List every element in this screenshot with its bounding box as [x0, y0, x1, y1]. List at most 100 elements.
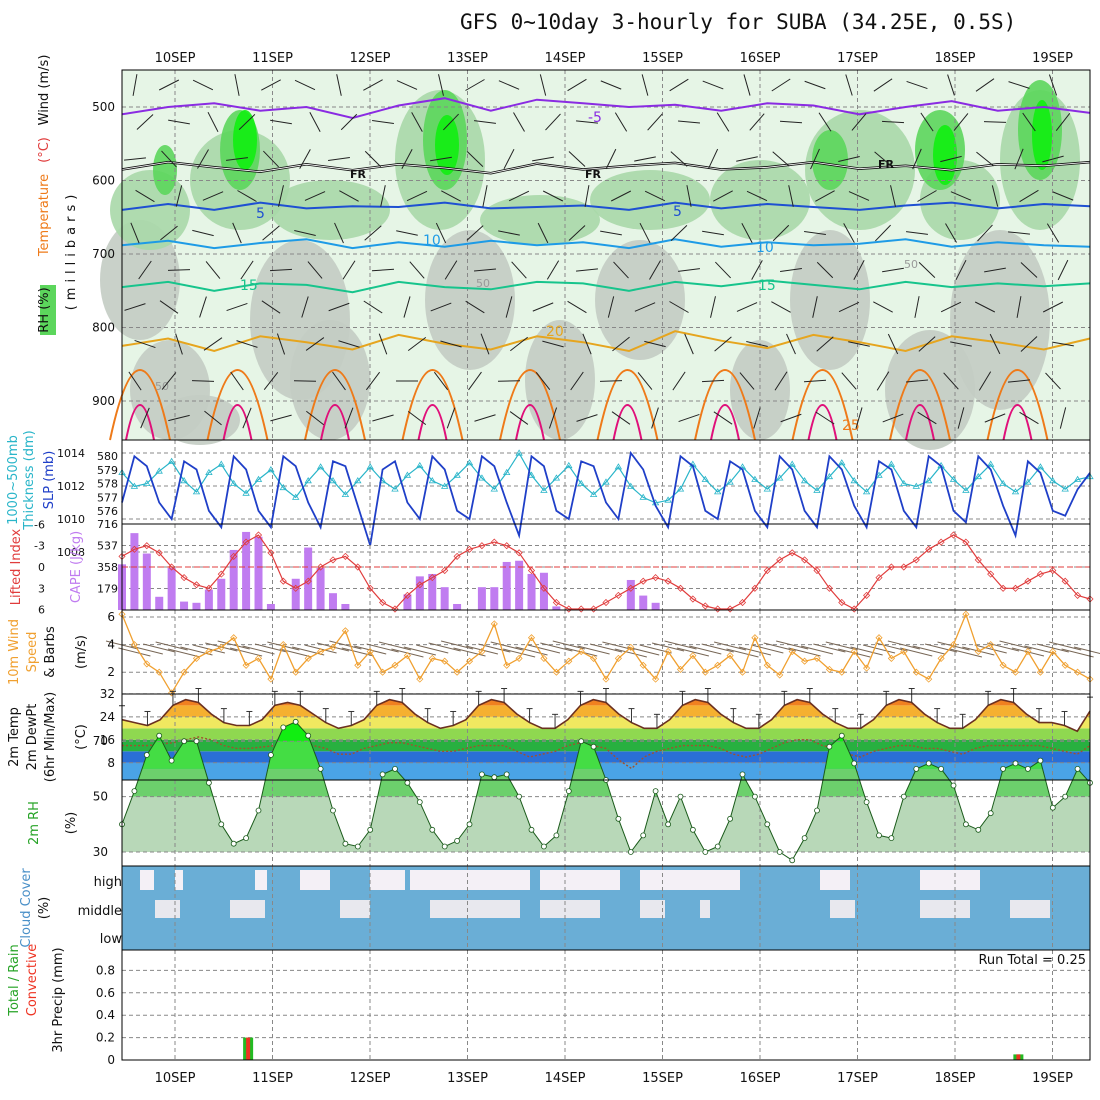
li-marker	[900, 563, 908, 571]
thickness-marker	[614, 463, 623, 470]
contour-label-minus5: -5	[588, 110, 602, 126]
wind-speed-marker	[366, 647, 374, 656]
li-marker	[168, 563, 176, 571]
li-marker	[292, 584, 300, 592]
wind-barb	[702, 80, 724, 90]
top-date-label: 15SEP	[642, 51, 683, 66]
top-date-label: 18SEP	[935, 51, 976, 66]
temperature-contour-30	[1002, 404, 1033, 441]
contour-label-5: 5	[673, 204, 682, 220]
wind-barb	[651, 407, 659, 429]
li-marker	[1074, 591, 1082, 599]
temperature-contour-25	[206, 369, 269, 441]
wind-barb	[647, 113, 663, 131]
rh-marker	[466, 821, 473, 828]
wind-barb	[366, 643, 399, 653]
li-marker	[217, 570, 225, 578]
wind-label: & Barbs	[43, 626, 58, 678]
temperature-contour-30	[710, 404, 740, 441]
cape-bar	[639, 595, 648, 610]
rh-marker	[454, 838, 461, 844]
wind-barb	[582, 333, 592, 355]
temperature-contour-25	[304, 369, 366, 441]
rh-marker	[950, 782, 957, 789]
thickness-marker	[751, 475, 759, 482]
top-date-label: 14SEP	[545, 51, 586, 66]
thickness-marker	[428, 477, 437, 484]
wind-barb	[478, 643, 511, 653]
slp-tick: 1010	[57, 513, 85, 526]
thickness-marker	[701, 475, 710, 482]
wind-barb	[364, 150, 382, 168]
wind-barb	[168, 119, 190, 125]
wind-speed-marker	[825, 665, 833, 673]
cloud-clear-mid	[920, 900, 970, 918]
cloud-label: Cloud Cover	[19, 868, 34, 948]
temp-tick: 16	[100, 733, 115, 747]
wind-barb	[207, 111, 219, 133]
wind-barb	[242, 407, 252, 429]
rh-marker	[652, 788, 659, 794]
thickness-marker	[490, 485, 499, 492]
cloud-clear-mid	[155, 900, 180, 918]
rh-marker	[963, 821, 969, 828]
li-marker	[949, 531, 958, 539]
thickness-marker	[565, 461, 573, 469]
wind-unit: (m/s)	[74, 635, 89, 669]
wind-barb	[354, 645, 387, 655]
wind-barb	[396, 80, 418, 90]
wind-barb	[407, 410, 427, 426]
wind-barb	[614, 648, 647, 658]
rh-contour-region	[425, 230, 515, 370]
rh-contour-region	[950, 230, 1050, 410]
thickness-marker	[862, 488, 871, 495]
thickness-marker	[366, 463, 374, 470]
li-marker	[341, 552, 349, 560]
cape-tick: 179	[97, 583, 118, 596]
wind-barb	[845, 74, 853, 96]
rh-marker	[503, 771, 510, 778]
thickness-marker	[838, 459, 846, 466]
temp-tick: 8	[107, 756, 115, 770]
wind-barb	[576, 414, 598, 422]
cape-tick: 358	[97, 561, 118, 574]
li-marker	[801, 556, 809, 564]
thickness-marker	[552, 474, 561, 481]
cape-tick: 537	[97, 540, 118, 553]
wind-barb	[409, 261, 425, 279]
contour-label-fr: FR	[878, 158, 895, 171]
bottom-date-label: 10SEP	[155, 1071, 196, 1086]
wind-barb	[230, 371, 244, 391]
wind-barb	[701, 379, 725, 383]
precip-panel: 0 0.2 0.4 0.6 0.8 Run Total = 0.25	[96, 949, 1091, 1067]
wind-barb	[124, 303, 146, 311]
temperature-contour	[121, 97, 1091, 120]
wind-barb	[950, 191, 972, 201]
thickness-marker	[800, 477, 809, 484]
wind-barb	[736, 156, 758, 162]
wind-barb	[428, 642, 461, 652]
wind-speed-marker	[738, 668, 747, 676]
wind-barb	[430, 302, 452, 312]
rh-marker	[243, 835, 250, 841]
rh-contour-region	[590, 170, 710, 230]
wind-barb	[984, 413, 1006, 423]
wind-speed-marker	[949, 641, 958, 649]
precip-convective-bar	[1016, 1054, 1021, 1060]
wind-barb	[882, 267, 904, 273]
wind-speed-marker	[329, 643, 337, 651]
thickness-marker	[217, 460, 226, 467]
wind-speed-marker	[292, 668, 300, 676]
li-marker	[763, 566, 771, 575]
wind-barb	[446, 407, 456, 429]
precip-convective-label: Convective	[25, 944, 40, 1017]
contour-label-15: 15	[758, 278, 776, 294]
wind-barb	[1008, 81, 1030, 89]
rh-marker	[1037, 757, 1044, 764]
thickness-tick: 577	[97, 491, 118, 504]
wind-barb	[701, 643, 734, 653]
wind-barb	[649, 260, 661, 280]
wind-barb	[1046, 223, 1060, 243]
wind-barb	[914, 296, 920, 318]
wind-speed-marker	[267, 675, 275, 683]
